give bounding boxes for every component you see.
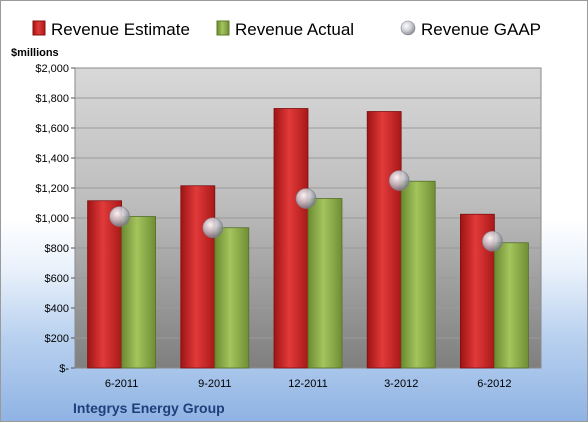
y-tick-label: $600 [45, 273, 69, 285]
y-axis-unit-label: $millions [11, 47, 59, 59]
x-tick-label: 9-2011 [198, 378, 231, 390]
bar-revenue-estimate [366, 111, 402, 369]
bar-revenue-estimate [87, 200, 122, 369]
legend-swatch-revenue-estimate [32, 20, 46, 36]
bar-revenue-actual [307, 198, 343, 369]
legend-marker-revenue-gaap [400, 20, 416, 36]
bar-revenue-estimate [273, 108, 309, 369]
y-tick-label: $800 [45, 243, 69, 255]
point-revenue-gaap [388, 170, 410, 191]
y-tick-label: $2,000 [35, 63, 69, 75]
bar-revenue-estimate [180, 185, 216, 369]
x-tick-label: 12-2011 [288, 378, 328, 390]
x-tick-label: 6-2011 [105, 378, 138, 390]
y-tick-label: $1,400 [35, 153, 69, 165]
y-tick-label: $1,000 [35, 213, 69, 225]
x-tick-label: 6-2012 [477, 378, 511, 390]
legend-label-revenue-estimate: Revenue Estimate [51, 20, 190, 39]
point-revenue-gaap [295, 188, 317, 209]
y-tick-label: $1,800 [35, 93, 69, 105]
point-revenue-gaap [482, 230, 503, 252]
point-revenue-gaap [202, 217, 224, 239]
y-tick-label: $- [59, 363, 69, 375]
bar-revenue-actual [121, 216, 156, 369]
legend-swatch-revenue-actual [216, 20, 230, 36]
bar-revenue-actual [493, 242, 529, 369]
y-tick-label: $400 [45, 303, 69, 315]
x-tick-label: 3-2012 [384, 378, 418, 390]
legend-label-revenue-gaap: Revenue GAAP [421, 20, 541, 39]
y-tick-label: $1,200 [35, 183, 69, 195]
bar-revenue-actual [214, 227, 250, 369]
y-tick-label: $1,600 [35, 123, 69, 135]
bar-revenue-actual [400, 180, 436, 369]
point-revenue-gaap [109, 206, 130, 227]
company-name: Integrys Energy Group [73, 400, 225, 416]
y-tick-label: $200 [45, 333, 69, 345]
legend-label-revenue-actual: Revenue Actual [235, 20, 354, 39]
